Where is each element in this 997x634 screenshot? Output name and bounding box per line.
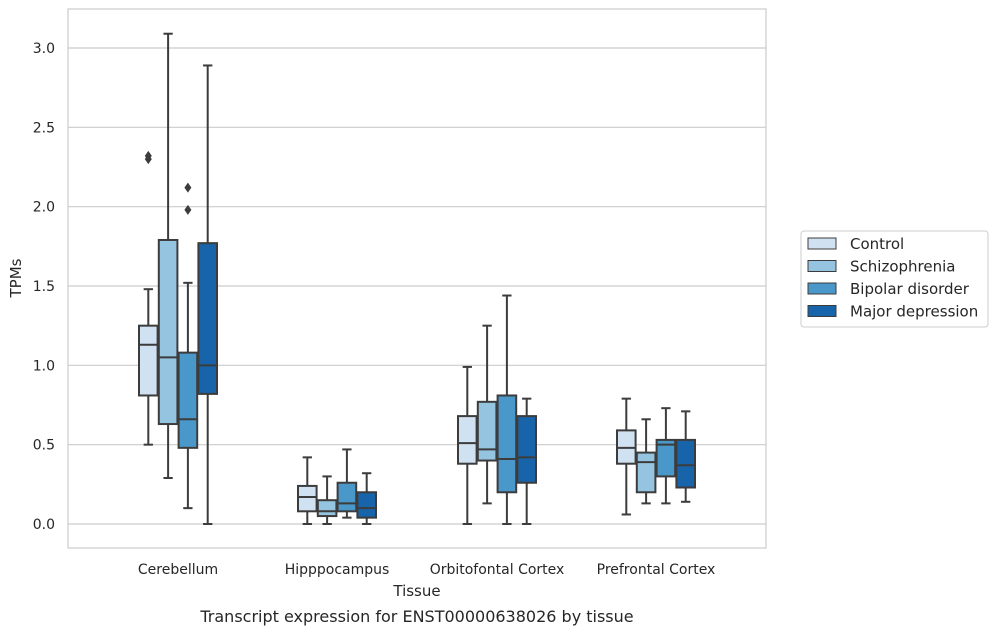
outlier-point [184,204,192,215]
x-tick-label: Cerebellum [138,562,218,578]
outlier-point [184,182,192,193]
legend-swatch [807,282,837,295]
box-body [457,415,478,465]
legend-label: Major depression [850,303,978,321]
x-tick-label: Orbitofontal Cortex [430,562,565,578]
box-major-depression [675,410,697,503]
box-body [297,484,318,513]
x-tick-label: Prefrontal Cortex [597,562,716,578]
box-schizophrenia [316,475,338,525]
y-axis-label: TPMs [7,258,25,298]
box-control [297,456,318,525]
legend-frame [800,230,989,328]
box-control [138,150,159,446]
legend-swatch [807,260,837,272]
plot-frame [67,8,767,549]
box-bipolar-disorder [496,294,518,525]
y-tick-label: 0.5 [33,438,55,454]
box-bipolar-disorder [177,182,199,510]
box-schizophrenia [476,324,498,505]
box-body [516,415,538,484]
box-control [457,365,478,525]
box-body [476,400,498,462]
box-body [675,438,697,489]
chart-caption: Transcript expression for ENST0000063802… [199,607,633,626]
legend-label: Bipolar disorder [850,280,970,298]
y-tick-label: 1.0 [33,358,55,374]
box-body [316,499,338,518]
box-body [496,394,518,494]
box-body [177,351,199,449]
y-tick-label: 2.5 [33,120,55,136]
box-body [138,324,159,397]
box-bipolar-disorder [336,448,358,519]
box-body [336,481,358,513]
box-body [197,242,218,395]
legend-label: Schizophrenia [850,258,955,276]
y-tick-labels: 0.0 0.5 1.0 1.5 2.0 2.5 3.0 [33,41,55,533]
box-body [356,491,377,519]
box-major-depression [516,397,538,525]
box-bipolar-disorder [655,407,677,505]
box-schizophrenia [157,32,179,479]
y-tick-label: 0.0 [33,517,55,533]
y-tick-label: 3.0 [33,41,55,57]
legend: Control Schizophrenia Bipolar disorder Majo… [800,230,989,328]
legend-swatch [807,305,837,317]
box-major-depression [356,472,377,525]
legend-swatch [807,237,837,250]
box-major-depression [197,64,218,525]
y-tick-label: 2.0 [33,200,55,216]
box-control [616,397,637,516]
outlier-point [144,150,152,161]
x-tick-labels: Cerebellum Hipppocampus Orbitofontal Corte… [138,562,715,578]
x-axis-label: Tissue [392,582,440,600]
box-body [635,451,657,494]
box-schizophrenia [635,418,657,505]
x-tick-label: Hipppocampus [285,562,390,578]
legend-label: Control [850,235,904,253]
box-body [655,438,677,478]
box-series [138,32,697,525]
box-body [157,238,179,426]
y-tick-label: 1.5 [33,279,55,295]
